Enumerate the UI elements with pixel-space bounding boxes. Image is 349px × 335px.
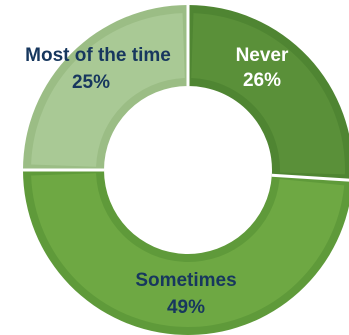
label-sometimes-percent: 49% bbox=[167, 297, 205, 318]
slice-never-face bbox=[191, 13, 345, 175]
label-most-of-the-time-name: Most of the time bbox=[25, 45, 171, 66]
slice-most-of-the-time-face bbox=[31, 13, 185, 167]
label-most-of-the-time: Most of the time 25% bbox=[25, 45, 171, 93]
slice-sometimes-face bbox=[31, 173, 345, 328]
label-never: Never 26% bbox=[236, 45, 289, 91]
label-sometimes-name: Sometimes bbox=[135, 270, 236, 291]
slice-separator bbox=[271, 173, 349, 182]
label-sometimes: Sometimes 49% bbox=[135, 270, 236, 318]
label-never-percent: 26% bbox=[243, 70, 281, 91]
donut-slices bbox=[23, 5, 349, 335]
label-never-name: Never bbox=[236, 45, 289, 66]
label-most-of-the-time-percent: 25% bbox=[72, 72, 110, 93]
